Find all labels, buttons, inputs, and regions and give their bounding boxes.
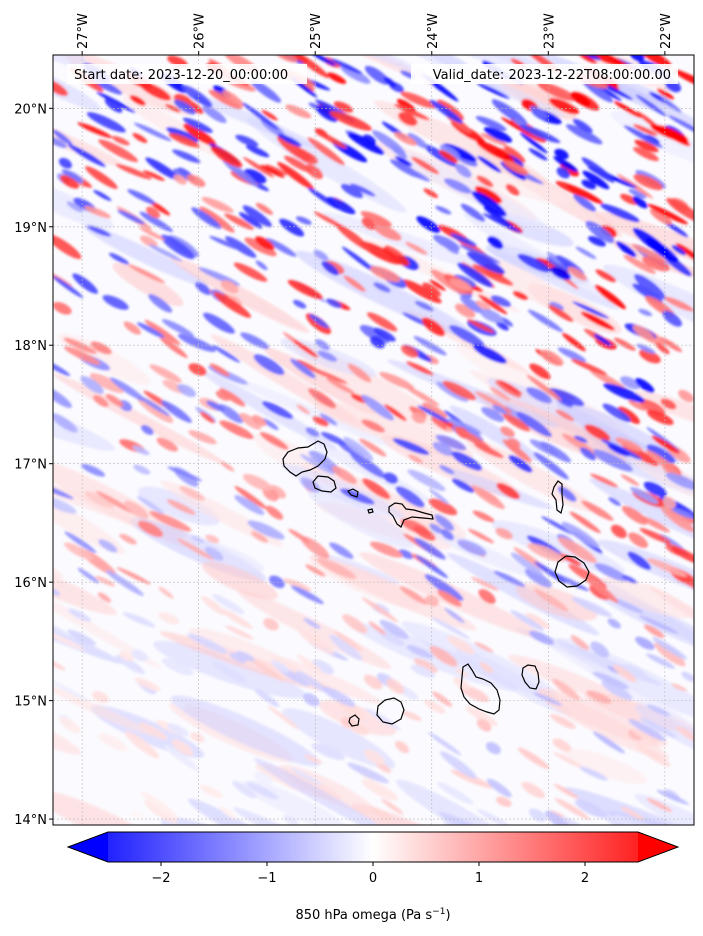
start-date-box bbox=[67, 64, 307, 84]
colorbar-label-end: ) bbox=[445, 908, 450, 923]
colorbar-extend-low bbox=[68, 832, 108, 862]
colorbar-tick-label: 1 bbox=[475, 871, 483, 886]
island-fogo bbox=[376, 697, 405, 725]
start-date-label: Start date: 2023-12-20_00:00:00 bbox=[74, 68, 288, 83]
colorbar-tick-label: −2 bbox=[151, 871, 170, 886]
island-raso bbox=[367, 508, 374, 514]
latitude-axis: 20°N 19°N 18°N 17°N 16°N 15°N 14°N bbox=[14, 102, 53, 828]
colorbar-tick-label: 0 bbox=[369, 871, 377, 886]
lat-tick-label: 18°N bbox=[14, 339, 47, 354]
longitude-axis: 27°W 26°W 25°W 24°W 23°W 22°W bbox=[76, 13, 674, 55]
map-frame bbox=[52, 54, 695, 826]
cape-verde-islands bbox=[282, 440, 590, 727]
lat-tick-label: 20°N bbox=[14, 102, 47, 117]
lon-tick-label: 24°W bbox=[426, 13, 441, 49]
colorbar-outline bbox=[66, 831, 680, 863]
lon-tick-label: 23°W bbox=[542, 13, 557, 49]
island-sao-vicente bbox=[312, 475, 337, 493]
lat-tick-label: 19°N bbox=[14, 221, 47, 236]
omega-field bbox=[53, 55, 694, 825]
lat-tick-label: 15°N bbox=[14, 695, 47, 710]
lat-tick-label: 14°N bbox=[14, 813, 47, 828]
valid-date-label: Valid_date: 2023-12-22T08:00:00.00 bbox=[433, 68, 671, 83]
map-gridlines bbox=[53, 55, 694, 825]
island-boa-vista bbox=[554, 555, 590, 588]
colorbar-tick-label: 2 bbox=[581, 871, 589, 886]
colorbar-body bbox=[68, 832, 678, 862]
island-maio bbox=[521, 664, 540, 690]
lat-tick-label: 16°N bbox=[14, 576, 47, 591]
lon-tick-label: 22°W bbox=[659, 13, 674, 49]
lon-tick-label: 26°W bbox=[193, 13, 208, 49]
colorbar: −2 −1 0 1 2 850 hPa omega (Pa s−1) bbox=[66, 831, 680, 923]
island-brava bbox=[348, 714, 360, 727]
island-santo-antao bbox=[282, 440, 328, 477]
colorbar-tick-label: −1 bbox=[257, 871, 276, 886]
island-sal bbox=[551, 480, 564, 515]
omega-field-blobs bbox=[53, 55, 694, 825]
lon-tick-label: 27°W bbox=[76, 13, 91, 49]
colorbar-label: 850 hPa omega (Pa s−1) bbox=[295, 907, 450, 923]
lon-tick-label: 25°W bbox=[309, 13, 324, 49]
colorbar-extend-high bbox=[638, 832, 678, 862]
colorbar-label-superscript: −1 bbox=[432, 907, 445, 917]
island-sao-nicolau bbox=[388, 502, 434, 528]
lat-tick-label: 17°N bbox=[14, 458, 47, 473]
island-santiago bbox=[460, 663, 501, 715]
colorbar-ticks: −2 −1 0 1 2 bbox=[151, 862, 589, 886]
island-santa-luzia bbox=[347, 488, 359, 498]
valid-date-box bbox=[411, 64, 678, 84]
colorbar-label-main: 850 hPa omega (Pa s bbox=[295, 908, 432, 923]
